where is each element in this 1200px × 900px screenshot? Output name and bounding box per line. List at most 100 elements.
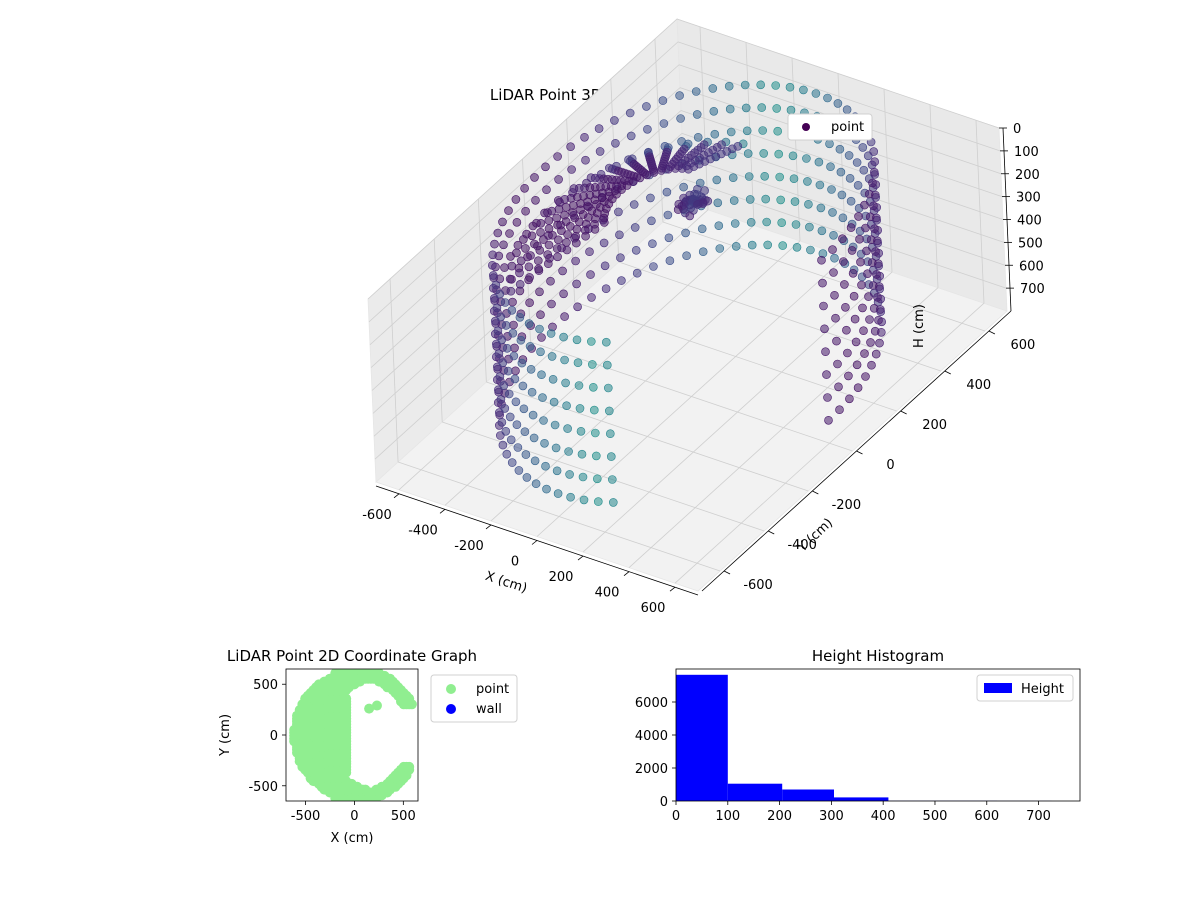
point-3d bbox=[590, 428, 600, 438]
point-3d bbox=[600, 261, 610, 271]
point-3d bbox=[725, 104, 735, 114]
chart-3d-axes: -600 -400 -200 0 200 400 600 -600 -400 -200 0 200 40… bbox=[362, 122, 1045, 616]
point-3d bbox=[520, 184, 529, 193]
point-3d bbox=[553, 252, 562, 262]
point-3d bbox=[819, 301, 828, 311]
point-3d bbox=[504, 389, 514, 399]
point-3d bbox=[615, 230, 624, 240]
point-3d bbox=[514, 466, 524, 475]
point-3d bbox=[531, 479, 541, 489]
point-3d bbox=[543, 259, 553, 269]
point-3d bbox=[536, 347, 545, 357]
point-3d bbox=[507, 458, 517, 467]
point-3d bbox=[829, 268, 838, 277]
point-3d bbox=[869, 167, 879, 177]
point-3d bbox=[697, 224, 707, 234]
point-3d bbox=[541, 461, 550, 471]
point-3d bbox=[515, 312, 525, 322]
point-3d bbox=[592, 474, 602, 484]
point-3d bbox=[569, 201, 578, 210]
point-3d bbox=[586, 337, 596, 346]
point-3d bbox=[599, 218, 609, 227]
z-tick-label: 300 bbox=[1016, 191, 1041, 206]
point-3d bbox=[594, 124, 604, 133]
y-tick bbox=[812, 490, 819, 495]
x-tick bbox=[439, 509, 446, 514]
point-3d bbox=[757, 103, 767, 112]
point-3d bbox=[528, 221, 538, 231]
point-3d bbox=[872, 270, 881, 279]
point-3d bbox=[816, 203, 826, 213]
point-3d bbox=[811, 89, 821, 98]
point-3d bbox=[506, 286, 516, 296]
point-3d bbox=[510, 374, 520, 384]
point-3d bbox=[846, 196, 856, 206]
point-3d bbox=[845, 174, 855, 183]
point-3d bbox=[521, 450, 531, 459]
chart-2d-legend-marker-wall bbox=[446, 704, 456, 714]
point-3d bbox=[829, 231, 838, 240]
point-3d bbox=[499, 381, 509, 390]
point-3d bbox=[744, 172, 754, 181]
point-3d bbox=[681, 228, 690, 238]
point-3d bbox=[852, 158, 862, 167]
point-3d bbox=[843, 348, 852, 358]
point-3d bbox=[560, 355, 569, 365]
chart-2d-ticks: -500 0 500 -500 0 500 bbox=[248, 678, 415, 824]
point-3d bbox=[542, 185, 551, 194]
point-3d bbox=[526, 251, 535, 260]
point-3d bbox=[540, 438, 549, 448]
point-3d bbox=[656, 166, 666, 175]
x-tick bbox=[531, 540, 538, 545]
grid-z-back bbox=[680, 110, 1004, 220]
point-3d bbox=[546, 329, 556, 338]
x-tick-label: 300 bbox=[819, 809, 844, 824]
point-3d bbox=[691, 87, 701, 96]
point-3d bbox=[501, 321, 511, 330]
point-3d bbox=[616, 253, 625, 263]
point-3d bbox=[692, 110, 702, 119]
point-3d bbox=[842, 325, 851, 335]
point-3d bbox=[859, 165, 869, 175]
z-tick-label: 700 bbox=[1020, 282, 1045, 297]
point-3d bbox=[562, 401, 571, 411]
point-3d bbox=[605, 429, 615, 439]
point-3d bbox=[871, 247, 880, 256]
point-3d bbox=[870, 157, 880, 166]
grid-z-left bbox=[367, 18, 678, 300]
point-3d bbox=[833, 99, 843, 108]
point-3d bbox=[804, 200, 813, 209]
point-3d bbox=[858, 143, 868, 152]
point-3d bbox=[538, 393, 547, 402]
point-3d bbox=[740, 80, 750, 90]
chart-2d-title: LiDAR Point 2D Coordinate Graph bbox=[227, 647, 477, 665]
x-tick-label: -400 bbox=[408, 523, 438, 538]
point-3d bbox=[850, 314, 860, 324]
point-3d bbox=[648, 239, 657, 248]
point-3d bbox=[776, 195, 786, 205]
point-3d bbox=[593, 497, 603, 506]
point-3d bbox=[602, 360, 612, 370]
point-3d bbox=[553, 235, 563, 245]
point-3d bbox=[785, 82, 795, 92]
point-3d bbox=[562, 238, 571, 247]
point-3d bbox=[834, 382, 843, 392]
point-3d bbox=[826, 162, 835, 171]
y-tick-label: 0 bbox=[270, 729, 278, 744]
point-3d bbox=[772, 104, 782, 113]
point-3d bbox=[515, 268, 524, 278]
point-3d bbox=[487, 260, 497, 270]
point-3d bbox=[566, 142, 575, 151]
point-3d bbox=[534, 266, 544, 275]
point-3d bbox=[509, 351, 519, 361]
point-3d bbox=[791, 220, 801, 229]
z-tick-label: 200 bbox=[1015, 168, 1040, 183]
point-3d bbox=[531, 196, 540, 205]
point-3d bbox=[498, 217, 507, 227]
x-tick bbox=[485, 524, 492, 530]
y-tick-label: 0 bbox=[886, 458, 894, 473]
point-3d bbox=[845, 394, 854, 404]
point-3d bbox=[698, 247, 708, 256]
point-3d bbox=[554, 175, 563, 184]
point-3d bbox=[509, 320, 518, 330]
